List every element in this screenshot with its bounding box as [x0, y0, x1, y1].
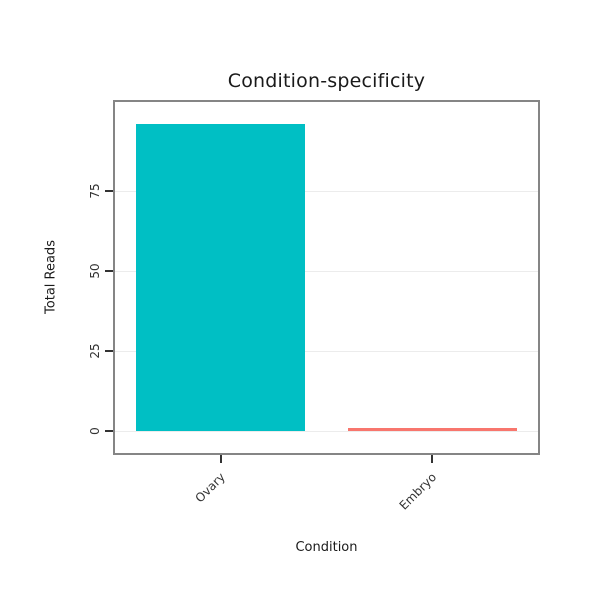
- x-axis-title: Condition: [295, 540, 358, 555]
- y-tick-label: 50: [88, 263, 102, 279]
- y-tick-label: 25: [88, 343, 102, 359]
- y-gridline: [115, 350, 538, 352]
- plot-area: Ovary Embryo 0 25 50 75: [88, 100, 540, 513]
- x-tick-mark: [431, 455, 434, 463]
- y-tick-mark: [105, 350, 113, 352]
- x-tick-mark: [219, 455, 222, 463]
- plot-panel: [113, 100, 540, 455]
- bar-ovary: [136, 123, 306, 431]
- y-axis-title: Total Reads: [43, 240, 59, 314]
- bar-embryo: [347, 427, 517, 431]
- x-tick-label: Embryo: [396, 470, 440, 513]
- y-tick-mark: [105, 430, 113, 432]
- y-gridline: [115, 430, 538, 432]
- y-tick-mark: [105, 270, 113, 272]
- y-tick-label: 0: [88, 427, 102, 435]
- y-tick-label: 75: [88, 183, 102, 199]
- y-gridline: [115, 190, 538, 192]
- y-gridline: [115, 270, 538, 272]
- x-tick-label: Ovary: [192, 470, 228, 506]
- chart-title: Condition-specificity: [227, 70, 426, 92]
- y-tick-mark: [105, 190, 113, 192]
